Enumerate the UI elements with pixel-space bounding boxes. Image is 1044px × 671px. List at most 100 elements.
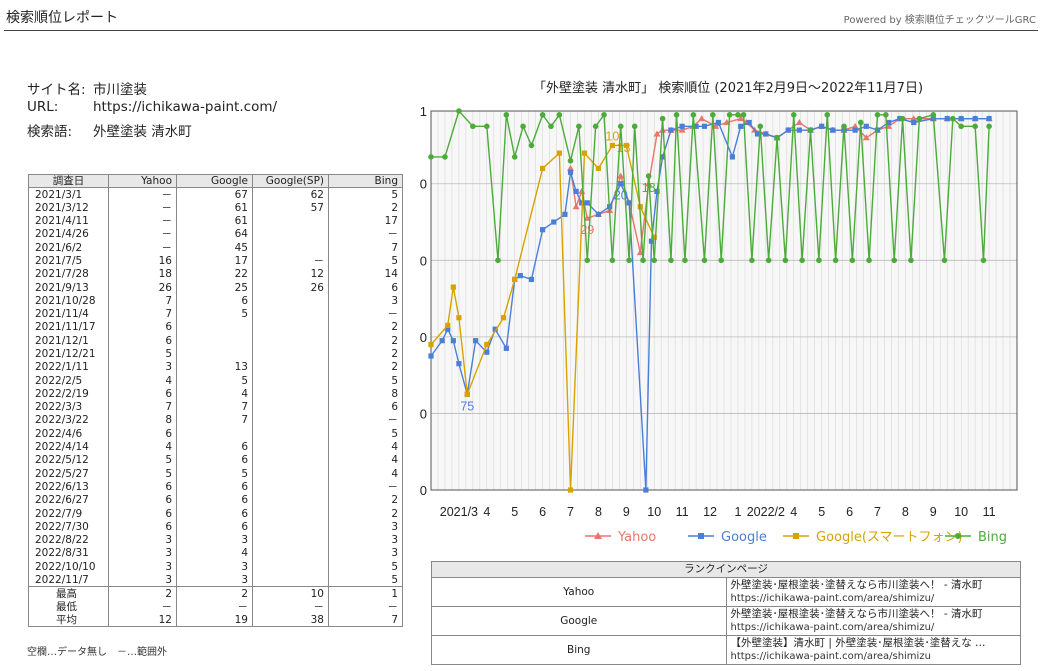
col-date-cell: 平均 — [28, 613, 109, 628]
col-date-cell: 2021/3/1 — [28, 187, 109, 202]
col-google-cell: 5 — [176, 307, 253, 321]
data-point — [470, 123, 476, 130]
data-point — [626, 257, 632, 264]
col-date-cell: 2021/12/1 — [28, 334, 109, 348]
data-point — [891, 257, 898, 264]
legend-label: Google(スマートフォン) — [816, 530, 963, 545]
rank-engine: Yahoo — [431, 577, 727, 607]
data-point — [428, 341, 434, 348]
col-yahoo-cell: 5 — [108, 453, 177, 468]
legend-marker — [594, 532, 602, 539]
rank-page-row: Google 外壁塗装･屋根塗装･塗替えなら市川塗装へ！ - 清水町 https:/… — [431, 606, 1021, 636]
col-yahoo-cell: 3 — [108, 360, 177, 374]
rank-page-url[interactable]: https://ichikawa-paint.com/area/shimizu — [730, 651, 931, 662]
data-point — [595, 211, 602, 217]
data-point — [911, 119, 917, 126]
col-bing-cell: 3 — [328, 520, 403, 534]
table-row: 2022/7/9 6 6 2 — [28, 506, 403, 521]
table-row: 2021/12/1 6 2 — [28, 334, 403, 348]
rank-page-url[interactable]: https://ichikawa-paint.com/area/shimizu/ — [730, 622, 935, 633]
data-point — [899, 115, 906, 122]
col-google-sp-cell — [252, 506, 329, 521]
legend-marker — [955, 533, 961, 539]
col-bing-cell: 4 — [328, 453, 403, 468]
col-yahoo-cell: 6 — [108, 387, 177, 401]
col-bing-cell: 3 — [328, 546, 403, 561]
data-point — [528, 142, 535, 149]
data-point — [958, 123, 964, 130]
col-bing-cell: 2 — [328, 201, 403, 215]
y-tick-label: 40 — [420, 253, 427, 268]
data-point — [512, 276, 518, 283]
col-date-cell: 2022/10/10 — [28, 560, 109, 574]
col-yahoo-cell: 4 — [108, 373, 177, 388]
data-point — [500, 315, 507, 321]
col-date-cell: 2022/5/12 — [28, 453, 109, 468]
table-row: 2022/7/30 6 6 3 — [28, 520, 403, 534]
data-point — [668, 257, 674, 264]
data-point — [464, 391, 470, 397]
data-point — [442, 154, 448, 160]
col-yahoo-cell: 7 — [108, 294, 177, 308]
x-tick-label: 6 — [539, 505, 546, 519]
col-yahoo-cell: 3 — [108, 546, 177, 561]
x-tick-label: 4 — [790, 505, 797, 519]
data-point — [986, 123, 992, 130]
col-google-cell: 45 — [176, 240, 253, 255]
data-point — [503, 345, 509, 351]
col-google-cell: 6 — [176, 506, 253, 521]
col-google-cell: 6 — [176, 294, 253, 308]
data-point — [796, 127, 802, 133]
data-point — [567, 169, 574, 175]
col-date-cell: 2022/7/9 — [28, 506, 109, 521]
data-point — [623, 142, 629, 149]
data-point — [618, 181, 624, 187]
col-google-cell: 6 — [176, 480, 253, 494]
col-bing-cell: 7 — [328, 240, 403, 255]
data-point — [678, 126, 686, 133]
rank-page-url[interactable]: https://ichikawa-paint.com/area/shimizu/ — [730, 593, 935, 604]
col-bing-cell: － — [328, 413, 403, 428]
data-point — [710, 112, 716, 118]
table-row: 2021/3/12 － 61 57 2 — [28, 201, 403, 215]
data-point — [886, 119, 892, 126]
table-row: 2021/7/5 16 17 － 5 — [28, 254, 403, 268]
col-yahoo-cell: 6 — [108, 427, 177, 441]
data-point — [862, 134, 870, 141]
data-point — [551, 219, 557, 225]
data-label: 18 — [642, 181, 656, 195]
data-point — [807, 127, 814, 133]
site-name: 市川塗装 — [93, 82, 147, 98]
table-row: 2022/10/10 3 3 5 — [28, 560, 403, 574]
col-google-cell — [176, 320, 253, 335]
data-point — [609, 142, 615, 149]
col-google-sp-cell — [252, 440, 329, 454]
col-bing-cell: 2 — [328, 347, 403, 361]
x-tick-label: 2022/2 — [747, 505, 785, 519]
col-google-cell: 13 — [176, 360, 253, 374]
table-legend-note: 空欄…データ無し －…範囲外 — [27, 647, 167, 658]
table-row: 2021/11/4 7 5 － — [28, 307, 403, 321]
col-date-cell: 2021/11/4 — [28, 307, 109, 321]
col-bing-cell: 5 — [328, 187, 403, 202]
legend-marker — [793, 533, 799, 539]
col-google-cell: 3 — [176, 533, 253, 547]
col-yahoo-cell: 3 — [108, 573, 177, 587]
data-point — [735, 112, 741, 118]
col-bing-cell: 5 — [328, 573, 403, 587]
col-google-sp-cell — [252, 546, 329, 561]
data-point — [763, 131, 769, 137]
data-point — [540, 227, 546, 233]
data-point — [849, 257, 856, 264]
col-date-cell: 2022/4/14 — [28, 440, 109, 454]
data-point — [673, 112, 680, 118]
col-google-sp-cell — [252, 533, 329, 547]
col-google-sp-cell: 57 — [252, 201, 329, 215]
data-point — [737, 115, 745, 122]
col-google-sp-cell — [252, 320, 329, 335]
data-point — [866, 257, 872, 264]
col-google-sp-cell — [252, 347, 329, 361]
col-google-sp-cell — [252, 373, 329, 388]
rank-page-row: Yahoo 外壁塗装･屋根塗装･塗替えなら市川塗装へ！ - 清水町 https://… — [431, 577, 1021, 607]
col-yahoo-cell: 6 — [108, 506, 177, 521]
